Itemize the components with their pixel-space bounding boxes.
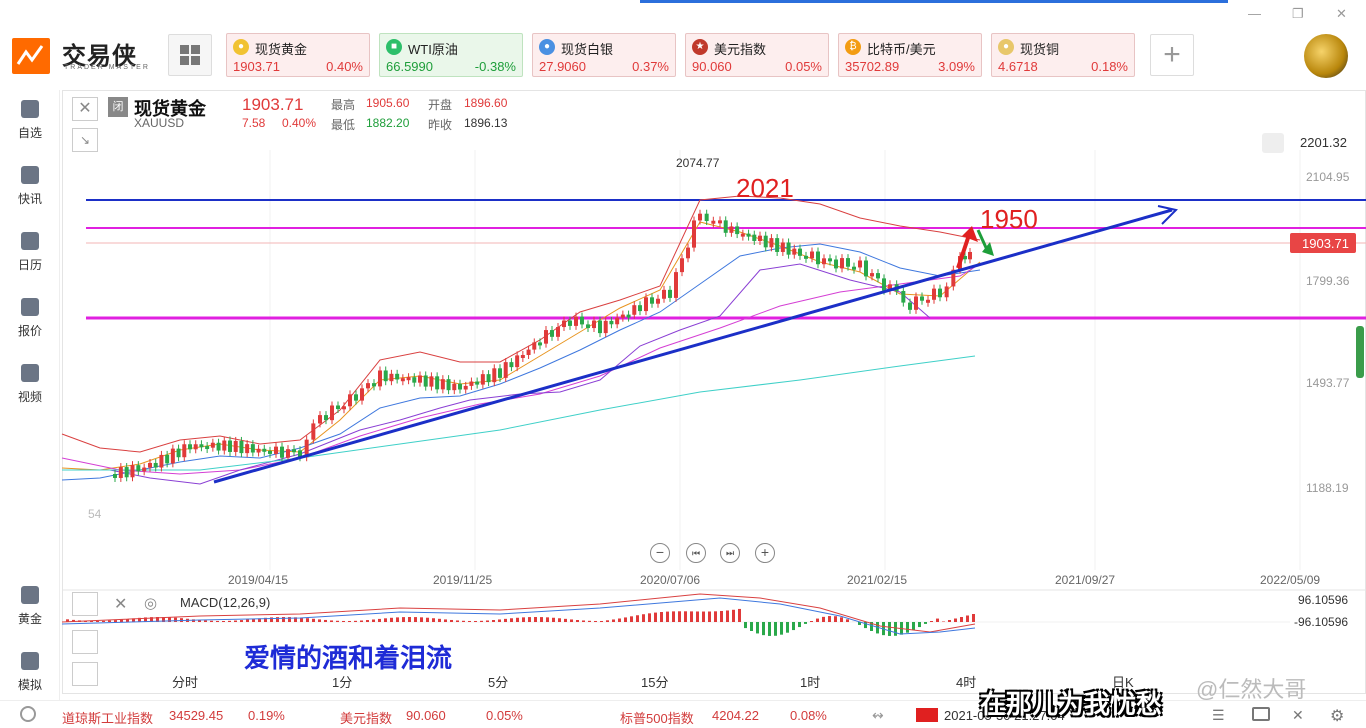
tab-timeframe-5m[interactable]: 5分 xyxy=(488,675,509,690)
server-time: 2021-05-30 21:27:04 xyxy=(944,708,1065,723)
draw-tool-icon[interactable] xyxy=(72,630,98,654)
alert-bell-icon[interactable] xyxy=(1262,133,1284,153)
sp500-pct: 0.08% xyxy=(790,708,827,723)
indicator-settings-icon[interactable]: ◎ xyxy=(144,595,158,612)
logo-subtitle: TRADER MASTER xyxy=(64,64,150,71)
zoom-in-button[interactable]: + xyxy=(755,543,775,563)
wallet-icon xyxy=(21,652,39,670)
us-flag-icon: ★ xyxy=(692,39,708,55)
oil-icon: ■ xyxy=(386,39,402,55)
gold-icon xyxy=(21,586,39,604)
ticker-silver[interactable]: ● 现货白银 27.9060 0.37% xyxy=(532,33,676,77)
sidebar: 自选 快讯 日历 报价 视频 黄金 模拟 xyxy=(0,90,60,728)
gold-coin-icon: ● xyxy=(233,39,249,55)
avatar[interactable] xyxy=(1304,34,1348,78)
sp500-value: 4204.22 xyxy=(712,708,759,723)
tab-timeframe-1h[interactable]: 1时 xyxy=(800,675,821,690)
instrument-change: 7.58 xyxy=(242,116,266,130)
high-label: 最高 xyxy=(331,98,356,112)
sidebar-item-video[interactable]: 视频 xyxy=(0,364,60,405)
sidebar-item-watchlist[interactable]: 自选 xyxy=(0,100,60,141)
headset-icon[interactable] xyxy=(20,706,36,722)
calendar-icon xyxy=(21,232,39,250)
top-bar: — ❐ ✕ 交易侠 TRADER MASTER ● 现货黄金 1903.71 0… xyxy=(0,0,1366,90)
add-ticker-button[interactable]: + xyxy=(1150,34,1194,76)
minimize-icon[interactable]: — xyxy=(1248,6,1261,21)
restore-icon[interactable]: ❐ xyxy=(1292,6,1304,21)
dow-value: 34529.45 xyxy=(169,708,224,723)
instrument-price: 1903.71 xyxy=(242,95,304,114)
shrink-chart-button[interactable]: ↘ xyxy=(72,128,98,152)
ticker-gold[interactable]: ● 现货黄金 1903.71 0.40% xyxy=(226,33,370,77)
settings-gear-icon[interactable]: ⚙ xyxy=(1330,708,1345,725)
chart-panel xyxy=(62,90,1366,694)
tab-timeframe-15m[interactable]: 15分 xyxy=(641,675,669,690)
indicator-icon[interactable] xyxy=(72,592,98,616)
ticker-usd-index[interactable]: ★ 美元指数 90.060 0.05% xyxy=(685,33,829,77)
dow-label: 道琼斯工业指数 xyxy=(62,711,154,726)
low-value: 1882.20 xyxy=(366,116,410,130)
close-chart-button[interactable]: ✕ xyxy=(72,97,98,121)
sidebar-item-news[interactable]: 快讯 xyxy=(0,166,60,207)
tab-timeframe-4h[interactable]: 4时 xyxy=(956,675,977,690)
usd-index-pct: 0.05% xyxy=(486,708,523,723)
high-value: 1905.60 xyxy=(366,96,410,110)
instrument-symbol: XAUUSD xyxy=(134,116,185,130)
bottom-ticker-bar: 道琼斯工业指数 34529.45 0.19% 美元指数 90.060 0.05%… xyxy=(0,700,1366,728)
open-label: 开盘 xyxy=(428,98,453,112)
zoom-out-button[interactable]: − xyxy=(650,543,670,563)
layout-grid-button[interactable] xyxy=(168,34,212,76)
link-icon[interactable]: ↭ xyxy=(872,707,884,723)
sp500-label: 标普500指数 xyxy=(620,711,694,726)
open-value: 1896.60 xyxy=(464,96,508,110)
tab-timeframe-tick[interactable]: 分时 xyxy=(172,675,199,690)
quote-icon xyxy=(21,298,39,316)
bitcoin-icon: ₿ xyxy=(845,39,861,55)
menu-icon[interactable]: ☰ xyxy=(1212,707,1225,723)
ticker-bitcoin[interactable]: ₿ 比特币/美元 35702.89 3.09% xyxy=(838,33,982,77)
news-icon xyxy=(21,166,39,184)
video-icon xyxy=(21,364,39,382)
ticker-wti[interactable]: ■ WTI原油 66.5990 -0.38% xyxy=(379,33,523,77)
video-subtitle-line2: 在那儿为我忧愁 xyxy=(980,689,1163,719)
video-subtitle-line1: 爱情的酒和着泪流 xyxy=(244,643,453,673)
window-drag-accent xyxy=(640,0,1228,3)
sidebar-item-simulate[interactable]: 模拟 xyxy=(0,652,60,693)
copper-icon: ● xyxy=(998,39,1014,55)
tab-timeframe-daily[interactable]: 日K xyxy=(1112,675,1134,690)
logo-icon xyxy=(12,38,50,74)
dow-pct: 0.19% xyxy=(248,708,285,723)
instrument-name[interactable]: 现货黄金 xyxy=(134,99,206,119)
bookmark-icon xyxy=(21,100,39,118)
watermark: @仁然大哥 xyxy=(1196,677,1307,702)
camera-icon[interactable] xyxy=(1252,707,1270,721)
silver-icon: ● xyxy=(539,39,555,55)
usd-index-label: 美元指数 xyxy=(340,711,393,726)
tab-timeframe-1m[interactable]: 1分 xyxy=(332,675,353,690)
forward-button[interactable]: ⏭ xyxy=(720,543,740,563)
sidebar-item-gold[interactable]: 黄金 xyxy=(0,586,60,627)
ticker-copper[interactable]: ● 现货铜 4.6718 0.18% xyxy=(991,33,1135,77)
sidebar-item-calendar[interactable]: 日历 xyxy=(0,232,60,273)
close-indicator-icon[interactable]: ✕ xyxy=(114,596,128,613)
close-window-icon[interactable]: ✕ xyxy=(1336,6,1347,21)
usd-index-value: 90.060 xyxy=(406,708,446,723)
low-label: 最低 xyxy=(331,118,356,132)
market-closed-badge: 闭 xyxy=(108,97,128,117)
instrument-change-pct: 0.40% xyxy=(282,116,317,130)
prev-close-value: 1896.13 xyxy=(464,116,508,130)
line-tool-icon[interactable] xyxy=(72,662,98,686)
grid-icon xyxy=(180,45,200,65)
sidebar-item-quotes[interactable]: 报价 xyxy=(0,298,60,339)
mute-icon[interactable]: ✕ xyxy=(1292,707,1304,723)
china-flag-icon xyxy=(916,708,938,722)
rewind-button[interactable]: ⏮ xyxy=(686,543,706,563)
prev-close-label: 昨收 xyxy=(428,118,453,132)
logo-text: 交易侠 xyxy=(62,43,137,70)
